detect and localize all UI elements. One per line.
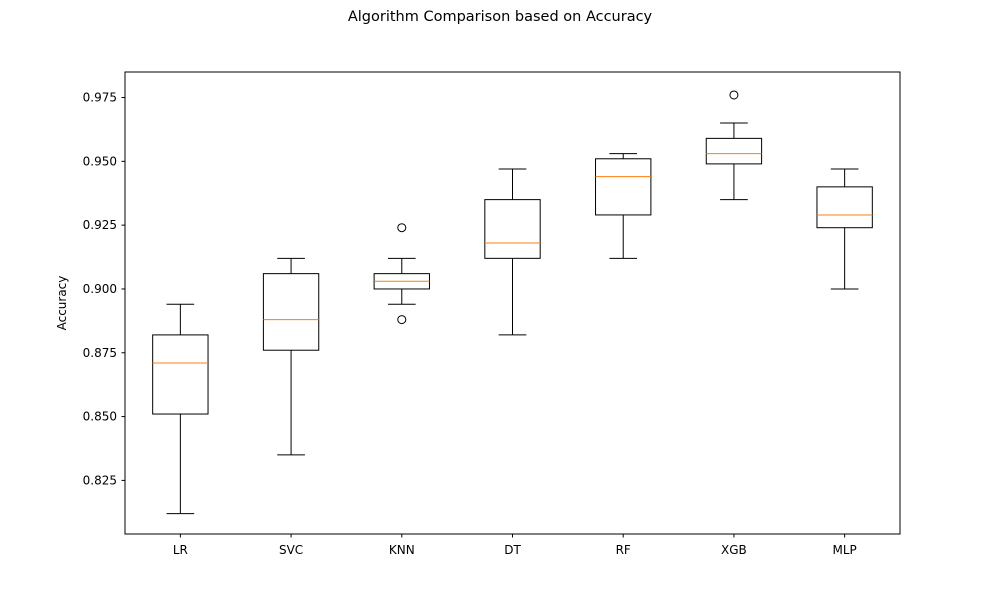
x-tick-label: DT: [504, 543, 521, 557]
y-tick-label: 0.925: [83, 218, 117, 232]
x-tick-label: XGB: [721, 543, 747, 557]
iqr-box: [484, 199, 541, 259]
iqr-box: [595, 158, 652, 216]
chart-title: Algorithm Comparison based on Accuracy: [347, 9, 653, 25]
iqr-box: [705, 137, 763, 165]
x-tick-label: SVC: [279, 543, 303, 557]
y-tick-label: 0.975: [83, 91, 117, 105]
x-tick-label: LR: [173, 543, 188, 557]
plot-frame: [124, 71, 901, 535]
iqr-box: [262, 273, 320, 351]
box-dt: [484, 168, 541, 336]
y-tick-label: 0.900: [83, 282, 117, 296]
x-tick-label: KNN: [389, 543, 415, 557]
box-mlp: [816, 168, 873, 290]
outlier-point: [729, 90, 739, 100]
box-knn: [373, 223, 430, 325]
y-tick-label: 0.825: [83, 473, 117, 487]
x-tick-label: MLP: [833, 543, 857, 557]
y-axis: 0.825 0.850 0.875 0.900 0.925 0.950 0.975: [83, 91, 125, 487]
x-tick-label: RF: [616, 543, 631, 557]
box-svc: [262, 257, 320, 456]
y-axis-label: Accuracy: [55, 276, 69, 331]
box-lr: [152, 303, 209, 515]
iqr-box: [152, 334, 209, 415]
y-tick-label: 0.850: [83, 410, 117, 424]
outlier-point: [397, 223, 407, 233]
plot-marks: [152, 90, 873, 515]
box-xgb: [705, 90, 763, 201]
outlier-point: [397, 315, 407, 325]
x-axis: LR SVC KNN DT RF XGB MLP: [173, 534, 857, 557]
iqr-box: [816, 186, 873, 229]
box-rf: [595, 153, 652, 259]
y-tick-label: 0.950: [83, 154, 117, 168]
y-tick-label: 0.875: [83, 346, 117, 360]
